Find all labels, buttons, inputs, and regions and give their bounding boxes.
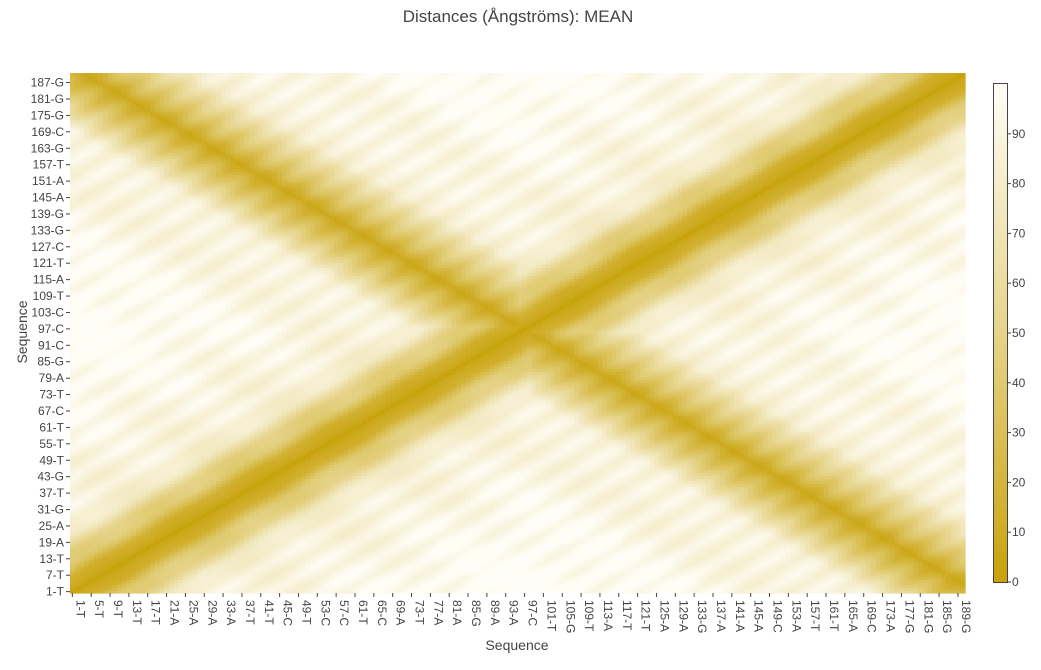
heatmap-cells xyxy=(70,73,966,594)
chart-title: Distances (Ångströms): MEAN xyxy=(403,7,634,26)
